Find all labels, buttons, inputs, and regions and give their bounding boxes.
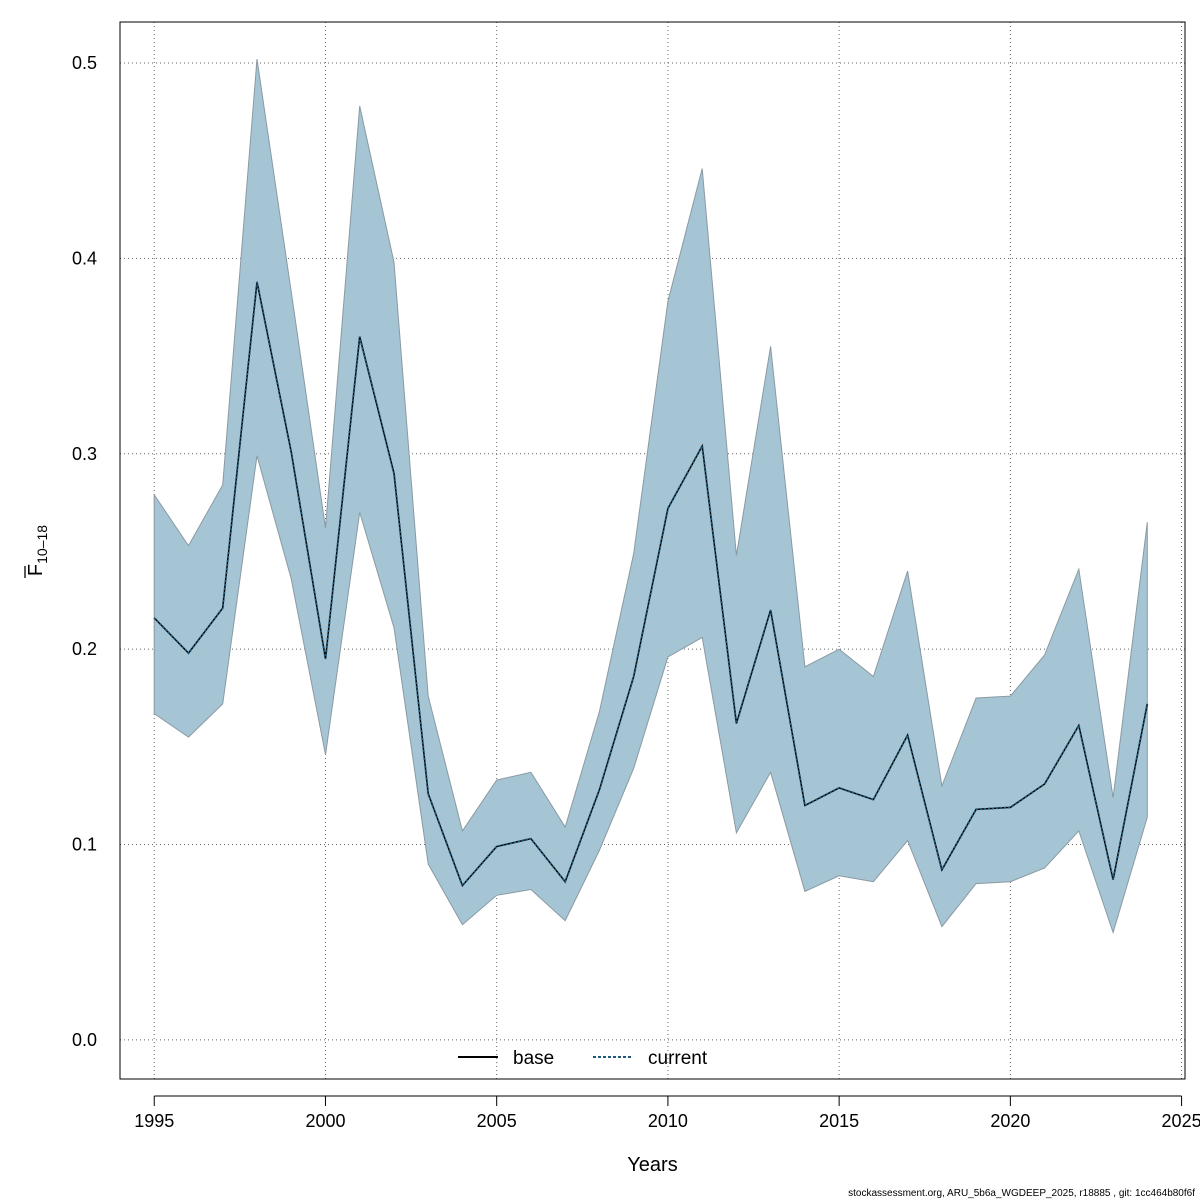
- y-tick-label: 0.5: [72, 53, 97, 73]
- y-tick-label: 0.1: [72, 835, 97, 855]
- x-tick-label: 1995: [134, 1111, 174, 1131]
- x-tick-label: 2020: [990, 1111, 1030, 1131]
- y-axis-title: F10–18: [24, 525, 50, 578]
- y-tick-label: 0.0: [72, 1030, 97, 1050]
- x-tick-label: 2005: [477, 1111, 517, 1131]
- x-tick-label: 2015: [819, 1111, 859, 1131]
- y-tick-label: 0.3: [72, 444, 97, 464]
- footer-note: stockassessment.org, ARU_5b6a_WGDEEP_202…: [848, 1188, 1195, 1199]
- y-axis-title-subscript: 10–18: [34, 525, 50, 564]
- series-line-current: [153, 281, 1149, 888]
- y-axis-title-main: F: [25, 564, 47, 576]
- confidence-band: [153, 59, 1148, 935]
- y-axis: 0.0 0.1 0.2 0.3 0.4 0.5: [72, 53, 97, 1050]
- x-tick-label: 2010: [648, 1111, 688, 1131]
- series-lines: [153, 281, 1149, 888]
- x-axis: 1995 2000 2005 2010 2015 2020 2025: [134, 1095, 1200, 1131]
- svg-text:F10–18: F10–18: [25, 525, 50, 576]
- y-tick-label: 0.2: [72, 639, 97, 659]
- legend: base current: [458, 1048, 708, 1069]
- x-axis-title: Years: [627, 1154, 677, 1176]
- legend-label-current: current: [648, 1048, 708, 1069]
- plot-area-border: [119, 21, 1186, 1080]
- x-tick-label: 2025: [1162, 1111, 1200, 1131]
- y-tick-label: 0.4: [72, 248, 97, 268]
- x-tick-label: 2000: [305, 1111, 345, 1131]
- legend-label-base: base: [513, 1048, 554, 1069]
